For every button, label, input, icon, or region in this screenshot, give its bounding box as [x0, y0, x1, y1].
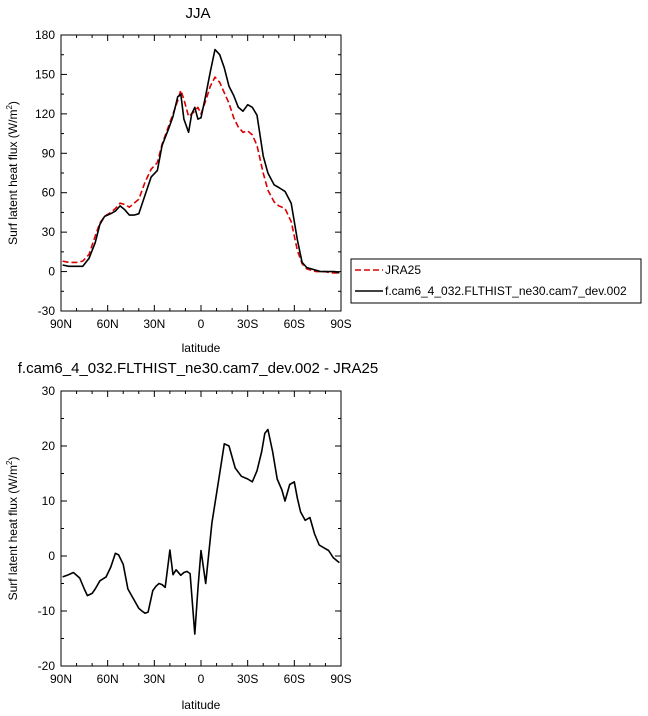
- y-axis-label: Surf latent heat flux (W/m2): [5, 457, 20, 601]
- legend-box: [350, 258, 642, 304]
- y-tick-label: 30: [42, 384, 56, 398]
- legend: JRA25 f.cam6_4_032.FLTHIST_ne30.cam7_dev.…: [350, 258, 642, 304]
- x-axis-label: latitude: [182, 698, 221, 712]
- x-tick-label: 0: [198, 317, 205, 331]
- y-tick-label: 0: [48, 549, 55, 563]
- chart-title: f.cam6_4_032.FLTHIST_ne30.cam7_dev.002 -…: [18, 360, 378, 377]
- x-tick-label: 90N: [50, 672, 72, 686]
- plot-frame: [60, 390, 342, 667]
- y-tick-label: -30: [38, 304, 56, 318]
- x-tick-label: 60S: [284, 672, 305, 686]
- series-line-0: [62, 76, 340, 274]
- x-tick-label: 60S: [284, 317, 305, 331]
- chart-title: JJA: [185, 5, 210, 22]
- y-tick-label: 90: [42, 146, 56, 160]
- x-axis-label: latitude: [182, 341, 221, 355]
- series-line-0: [62, 428, 340, 635]
- x-tick-label: 60N: [97, 317, 119, 331]
- x-tick-label: 30S: [237, 317, 258, 331]
- legend-label-0: JRA25: [385, 263, 421, 277]
- y-tick-label: 120: [35, 107, 55, 121]
- x-tick-label: 90S: [330, 672, 351, 686]
- y-tick-label: 60: [42, 186, 56, 200]
- x-tick-label: 90S: [330, 317, 351, 331]
- y-tick-label: -10: [38, 604, 56, 618]
- chart-top: JJA 90N 60N 30N 0 30S 60S 90S -30 0 30 60 90 120 150 18…: [5, 5, 642, 355]
- chart-bottom: f.cam6_4_032.FLTHIST_ne30.cam7_dev.002 -…: [5, 360, 378, 712]
- x-tick-label: 0: [198, 672, 205, 686]
- y-tick-label: 30: [42, 225, 56, 239]
- y-tick-label: 180: [35, 28, 55, 42]
- y-tick-label: 150: [35, 67, 55, 81]
- x-tick-label: 90N: [50, 317, 72, 331]
- y-tick-label: 10: [42, 494, 56, 508]
- x-tick-label: 60N: [97, 672, 119, 686]
- x-tick-label: 30S: [237, 672, 258, 686]
- legend-label-1: f.cam6_4_032.FLTHIST_ne30.cam7_dev.002: [385, 284, 627, 298]
- y-tick-label: 20: [42, 439, 56, 453]
- plot-frame: [60, 34, 342, 312]
- x-tick-label: 30N: [143, 672, 165, 686]
- y-axis-label: Surf latent heat flux (W/m2): [5, 101, 20, 245]
- y-tick-label: 0: [48, 265, 55, 279]
- x-tick-label: 30N: [143, 317, 165, 331]
- series-line-1: [62, 48, 340, 274]
- y-tick-label: -20: [38, 659, 56, 673]
